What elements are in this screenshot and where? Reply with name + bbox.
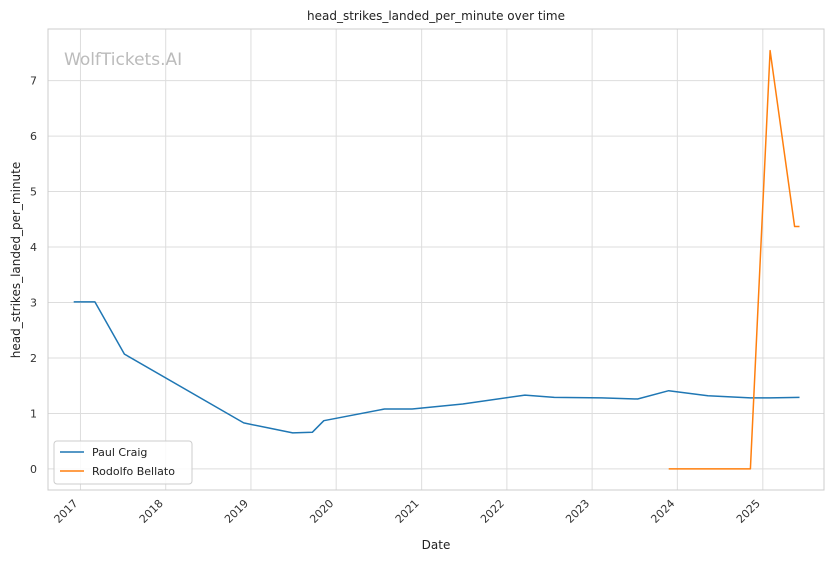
y-tick-label: 4 — [30, 241, 37, 254]
legend: Paul Craig Rodolfo Bellato — [53, 440, 193, 485]
y-axis-ticks: 0 1 2 3 4 5 6 7 — [30, 75, 37, 476]
y-tick-label: 3 — [30, 296, 37, 309]
y-tick-label: 1 — [30, 407, 37, 420]
series-lines — [73, 49, 800, 470]
series-line-1 — [668, 49, 800, 470]
chart-title: head_strikes_landed_per_minute over time — [307, 9, 565, 23]
y-tick-label: 0 — [30, 463, 37, 476]
x-axis-title: Date — [422, 538, 451, 552]
y-tick-label: 5 — [30, 186, 37, 199]
y-axis-title: head_strikes_landed_per_minute — [9, 162, 23, 359]
legend-label-0: Paul Craig — [92, 446, 147, 459]
y-tick-label: 7 — [30, 75, 37, 88]
watermark: WolfTickets.AI — [64, 50, 182, 70]
y-tick-label: 2 — [30, 352, 37, 365]
legend-box — [53, 440, 193, 485]
y-tick-label: 6 — [30, 130, 37, 143]
series-line-0 — [73, 301, 800, 434]
legend-label-1: Rodolfo Bellato — [92, 465, 175, 478]
plot-area-frame — [47, 28, 825, 491]
